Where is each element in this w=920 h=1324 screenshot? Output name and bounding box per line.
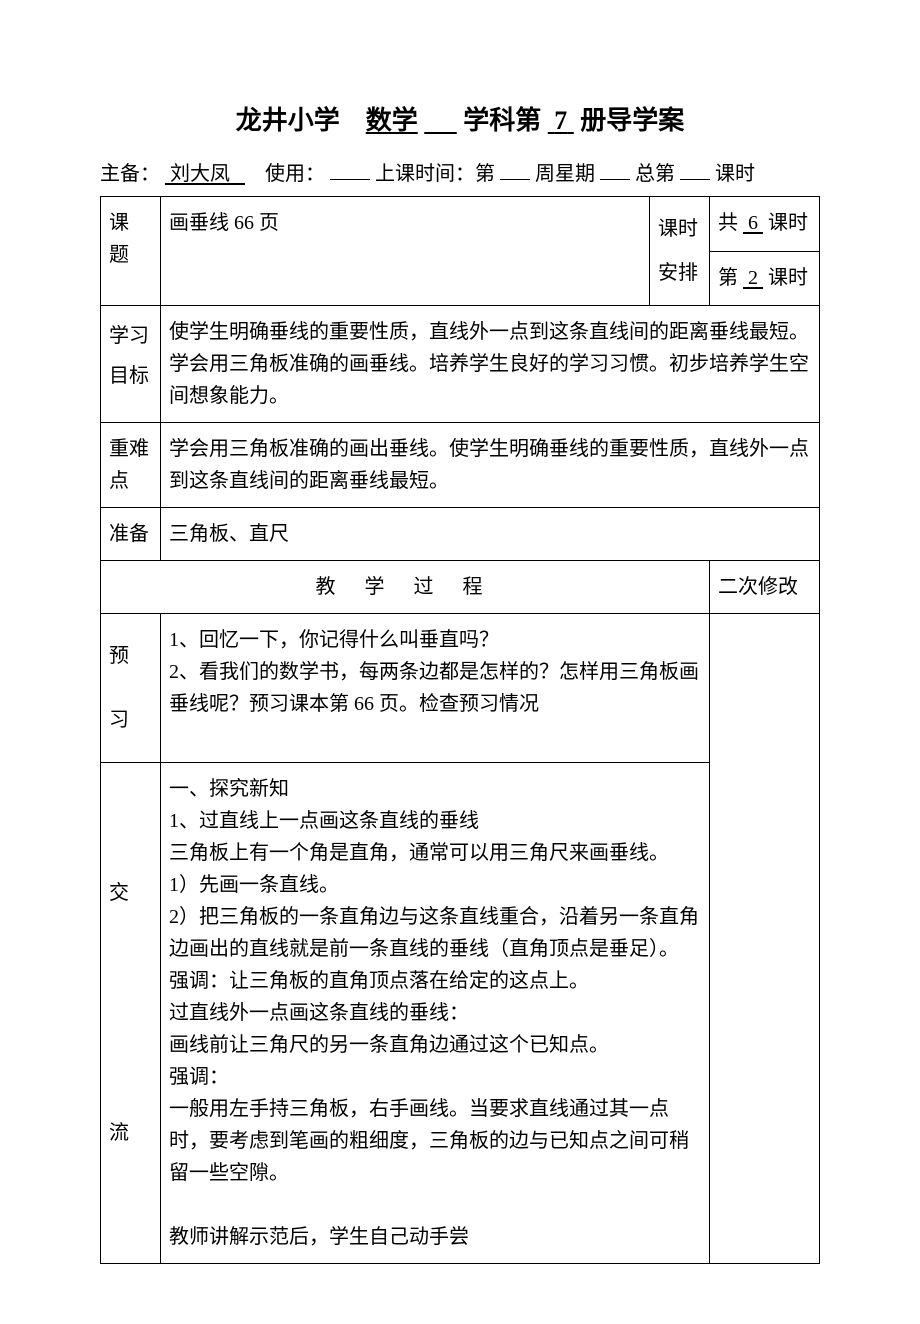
cell-prep: 三角板、直尺	[161, 508, 820, 561]
title-subject: 数学	[366, 106, 418, 135]
title-suffix1: 学科第	[463, 106, 541, 135]
cell-period-label: 课时 安排	[650, 197, 710, 306]
meta-primary-label: 主备：	[100, 163, 160, 185]
meta-use-label: 使用：	[265, 163, 325, 185]
label-prep: 准备	[101, 508, 161, 561]
label-objective: 学习 目标	[101, 306, 161, 423]
cell-total-periods: 共 6 课时	[710, 197, 820, 252]
meta-primary-name: 刘大凤	[170, 163, 230, 185]
cell-process-header: 教 学 过 程	[101, 561, 710, 614]
label-exchange: 交 流	[101, 763, 161, 1264]
cell-revision-body	[710, 614, 820, 1264]
main-table: 课 题 画垂线 66 页 课时 安排 共 6 课时 第 2 课时 学习 目标	[100, 196, 820, 1264]
page-title: 龙井小学 数学 学科第 7 册导学案	[100, 100, 820, 137]
meta-line: 主备： 刘大凤 使用： 上课时间：第 周星期 总第 课时	[100, 157, 820, 186]
cell-revision-header: 二次修改	[710, 561, 820, 614]
label-preview: 预 习	[101, 614, 161, 763]
cell-this-period: 第 2 课时	[710, 251, 820, 306]
title-suffix2: 册导学案	[580, 106, 684, 135]
meta-week-label: 周星期	[535, 163, 595, 185]
cell-preview: 1、回忆一下，你记得什么叫垂直吗？ 2、看我们的数学书，每两条边都是怎样的？怎样…	[161, 614, 710, 763]
row-difficulty: 重难点 学会用三角板准确的画出垂线。使学生明确垂线的重要性质，直线外一点到这条直…	[101, 423, 820, 508]
row-prep: 准备 三角板、直尺	[101, 508, 820, 561]
meta-total-label: 总第	[635, 163, 675, 185]
row-objective: 学习 目标 使学生明确垂线的重要性质，直线外一点到这条直线间的距离垂线最短。学会…	[101, 306, 820, 423]
row-topic: 课 题 画垂线 66 页 课时 安排 共 6 课时	[101, 197, 820, 252]
cell-topic-content: 画垂线 66 页	[161, 197, 650, 306]
row-process-header: 教 学 过 程 二次修改	[101, 561, 820, 614]
label-topic: 课 题	[101, 197, 161, 306]
page: 龙井小学 数学 学科第 7 册导学案 主备： 刘大凤 使用： 上课时间：第 周星…	[0, 0, 920, 1324]
cell-difficulty: 学会用三角板准确的画出垂线。使学生明确垂线的重要性质，直线外一点到这条直线间的距…	[161, 423, 820, 508]
cell-exchange: 一、探究新知 1、过直线上一点画这条直线的垂线 三角板上有一个角是直角，通常可以…	[161, 763, 710, 1264]
title-book-no: 7	[554, 106, 567, 135]
title-school: 龙井小学	[236, 106, 340, 135]
label-difficulty: 重难点	[101, 423, 161, 508]
row-preview: 预 习 1、回忆一下，你记得什么叫垂直吗？ 2、看我们的数学书，每两条边都是怎样…	[101, 614, 820, 763]
meta-classtime-label: 上课时间：第	[375, 163, 495, 185]
meta-period-suffix: 课时	[715, 163, 755, 185]
cell-objective: 使学生明确垂线的重要性质，直线外一点到这条直线间的距离垂线最短。学会用三角板准确…	[161, 306, 820, 423]
